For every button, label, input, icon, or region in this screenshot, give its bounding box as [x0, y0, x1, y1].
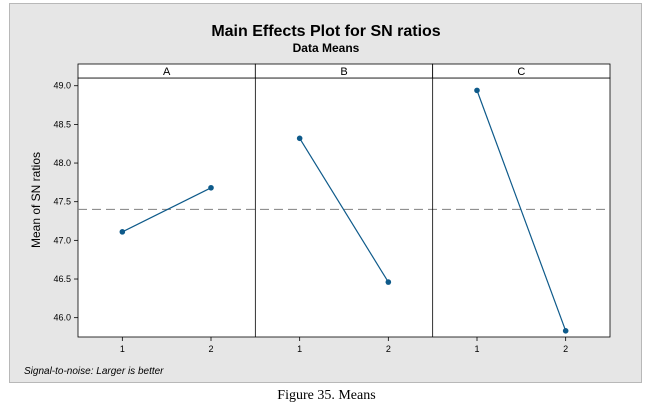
main-effects-chart: Main Effects Plot for SN ratios Data Mea… — [24, 23, 611, 377]
data-point — [119, 229, 126, 235]
data-point — [208, 184, 214, 191]
x-tick-label: 2 — [208, 344, 213, 354]
panel-header-label: C — [517, 66, 525, 78]
figure-caption: Figure 35. Means — [277, 388, 376, 403]
y-tick-label: 46.5 — [53, 274, 71, 284]
x-tick-label: 1 — [120, 344, 125, 354]
panel-header-label: A — [163, 66, 171, 78]
plot-group: 49.0 48.5 48.0 47.5 47.0 46.5 46.0 A 1 2 B 1 2 C 1 2 — [53, 63, 611, 354]
y-tick-label: 48.5 — [53, 119, 71, 129]
footnote: Signal-to-noise: Larger is better — [24, 366, 164, 377]
x-tick-label: 2 — [563, 344, 568, 354]
data-point — [296, 135, 303, 142]
data-point — [474, 87, 480, 94]
chart-subtitle: Data Means — [293, 41, 360, 55]
y-tick-label: 48.0 — [53, 158, 71, 168]
y-tick-label: 47.5 — [53, 197, 71, 207]
x-tick-label: 1 — [297, 344, 302, 354]
data-point — [385, 279, 392, 285]
x-tick-label: 1 — [474, 344, 479, 354]
y-axis-label: Mean of SN ratios — [29, 152, 43, 248]
data-point — [562, 328, 569, 334]
series-line-C — [476, 90, 567, 332]
panel-header — [432, 63, 611, 79]
x-tick-label: 2 — [386, 344, 391, 354]
y-tick-label: 49.0 — [53, 81, 71, 91]
plot-area — [77, 77, 611, 338]
series-line-A — [122, 187, 212, 233]
y-tick-label: 46.0 — [53, 313, 71, 323]
series-line-B — [299, 137, 389, 283]
panel-header-label: B — [340, 66, 347, 78]
chart-title: Main Effects Plot for SN ratios — [211, 23, 440, 40]
y-tick-label: 47.0 — [53, 235, 71, 245]
